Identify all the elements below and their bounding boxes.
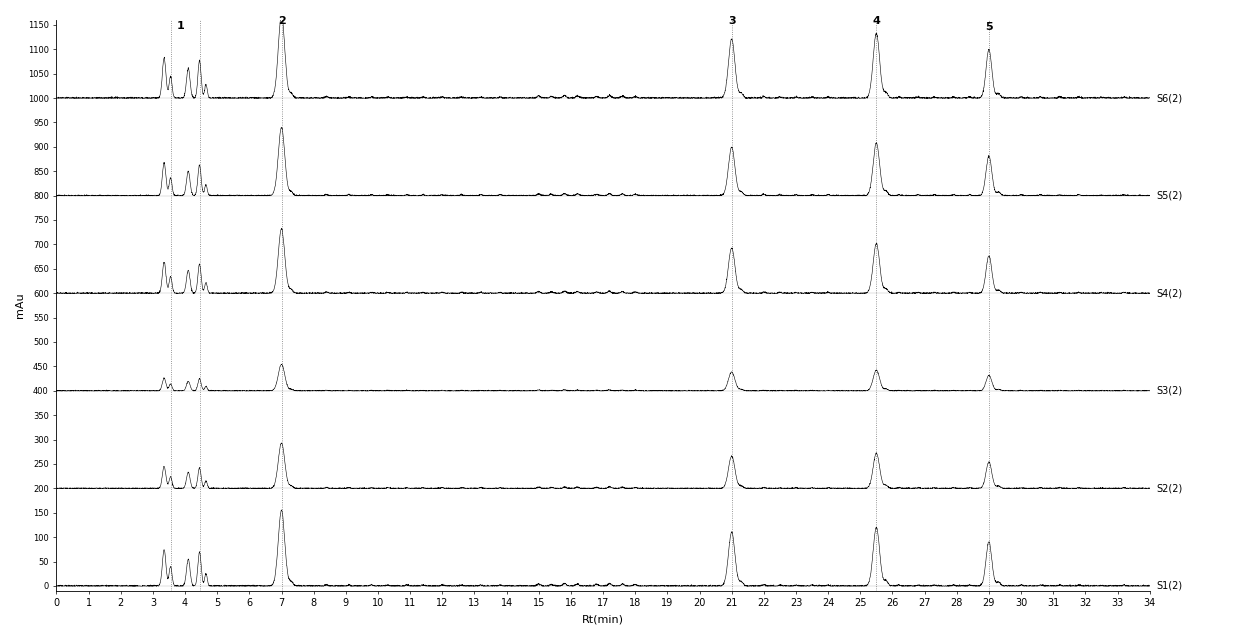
Y-axis label: mAu: mAu <box>15 293 25 318</box>
Text: 2: 2 <box>278 16 285 26</box>
X-axis label: Rt(min): Rt(min) <box>582 614 624 624</box>
Text: 4: 4 <box>873 16 880 26</box>
Text: S1(2): S1(2) <box>1156 581 1182 591</box>
Text: S6(2): S6(2) <box>1156 93 1182 103</box>
Text: S4(2): S4(2) <box>1156 288 1182 298</box>
Text: S3(2): S3(2) <box>1156 386 1182 396</box>
Text: S2(2): S2(2) <box>1156 483 1183 493</box>
Text: 1: 1 <box>176 20 184 31</box>
Text: 5: 5 <box>985 22 993 32</box>
Text: 3: 3 <box>728 16 735 26</box>
Text: S5(2): S5(2) <box>1156 190 1183 201</box>
